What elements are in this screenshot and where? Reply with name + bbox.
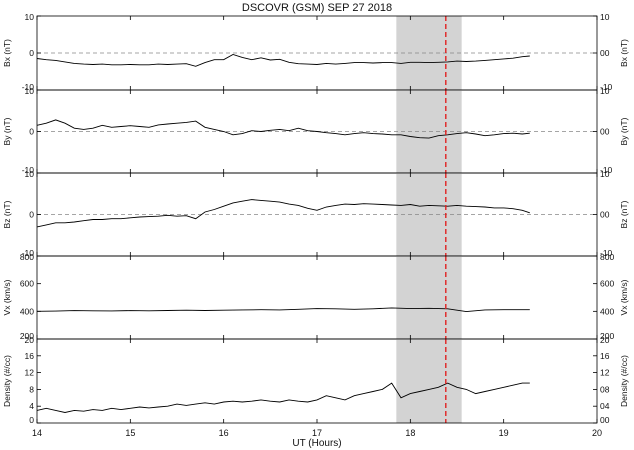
panel-vx: 800 800 600 600 400 400 200 200 Vx (km/s) Vx (km/… [2, 252, 629, 341]
y-tick-label-right: 200 [600, 331, 614, 341]
y-tick-label-right: 10 [600, 169, 610, 179]
x-tick-label: 14 [32, 428, 42, 438]
y-tick-label-right: 08 [600, 384, 610, 394]
y-tick-label-left: 4 [29, 401, 34, 411]
y-tick-label-left: 0 [29, 127, 34, 137]
series-bx [36, 54, 530, 67]
y-tick-label-left: 12 [25, 368, 35, 378]
x-tick-label: 15 [125, 428, 135, 438]
y-axis-label-left: Density (#/cc) [2, 355, 12, 407]
y-axis-label-right: By (nT) [619, 117, 629, 145]
y-tick-label-left: -10 [22, 248, 35, 258]
y-tick-label-left: 8 [29, 384, 34, 394]
y-tick-label-right: 00 [600, 415, 610, 425]
y-tick-label-right: 16 [600, 351, 610, 361]
y-axis-label-left: Bx (nT) [2, 39, 12, 67]
y-tick-label-right: 20 [600, 335, 610, 345]
y-tick-label-right: -10 [600, 165, 613, 175]
y-tick-label-left: -10 [22, 82, 35, 92]
y-tick-label-right: 04 [600, 401, 610, 411]
y-tick-label-left: 10 [25, 169, 35, 179]
y-tick-label-left: 10 [25, 12, 35, 22]
y-tick-label-left: 0 [29, 415, 34, 425]
y-tick-label-right: 00 [600, 127, 610, 137]
panel-frame [36, 338, 598, 424]
y-tick-label-left: 16 [25, 351, 35, 361]
series-vx [36, 307, 530, 313]
y-tick-label-right: 400 [600, 306, 614, 316]
x-tick-label: 17 [312, 428, 322, 438]
y-axis-label-left: Vx (km/s) [2, 279, 12, 315]
series-by [36, 119, 530, 139]
x-tick-label: 16 [219, 428, 229, 438]
y-axis-label-left: Bz (nT) [2, 200, 12, 228]
y-tick-label-left: 10 [25, 86, 35, 96]
series-bz [36, 199, 530, 228]
y-tick-label-right: -10 [600, 82, 613, 92]
y-tick-label-right: 600 [600, 279, 614, 289]
y-tick-label-left: -10 [22, 165, 35, 175]
y-tick-label-left: 20 [25, 335, 35, 345]
highlight-band [396, 256, 462, 339]
x-axis-label: UT (Hours) [292, 438, 341, 449]
panel-frame [36, 255, 598, 340]
x-tick-label: 19 [499, 428, 509, 438]
y-tick-label-right: 800 [600, 252, 614, 262]
y-tick-label-left: 800 [20, 252, 34, 262]
y-tick-label-left: 600 [20, 279, 34, 289]
y-axis-label-right: Bz (nT) [619, 200, 629, 228]
x-tick-label: 20 [592, 428, 602, 438]
y-tick-label-left: 0 [29, 48, 34, 58]
x-tick-label: 18 [405, 428, 415, 438]
highlight-band [396, 339, 462, 423]
y-tick-label-left: 400 [20, 306, 34, 316]
y-tick-label-right: 00 [600, 210, 610, 220]
y-tick-label-right: 10 [600, 12, 610, 22]
y-axis-label-left: By (nT) [2, 117, 12, 145]
y-tick-label-right: 12 [600, 368, 610, 378]
series-density [36, 382, 530, 413]
y-tick-label-right: -10 [600, 248, 613, 258]
chart-title: DSCOVR (GSM) SEP 27 2018 [242, 2, 392, 14]
y-tick-label-left: 0 [29, 210, 34, 220]
y-axis-label-right: Density (#/cc) [619, 355, 629, 407]
y-axis-label-right: Vx (km/s) [619, 279, 629, 315]
y-tick-label-left: 200 [20, 331, 34, 341]
y-tick-label-right: 00 [600, 48, 610, 58]
y-axis-label-right: Bx (nT) [619, 39, 629, 67]
y-tick-label-right: 10 [600, 86, 610, 96]
